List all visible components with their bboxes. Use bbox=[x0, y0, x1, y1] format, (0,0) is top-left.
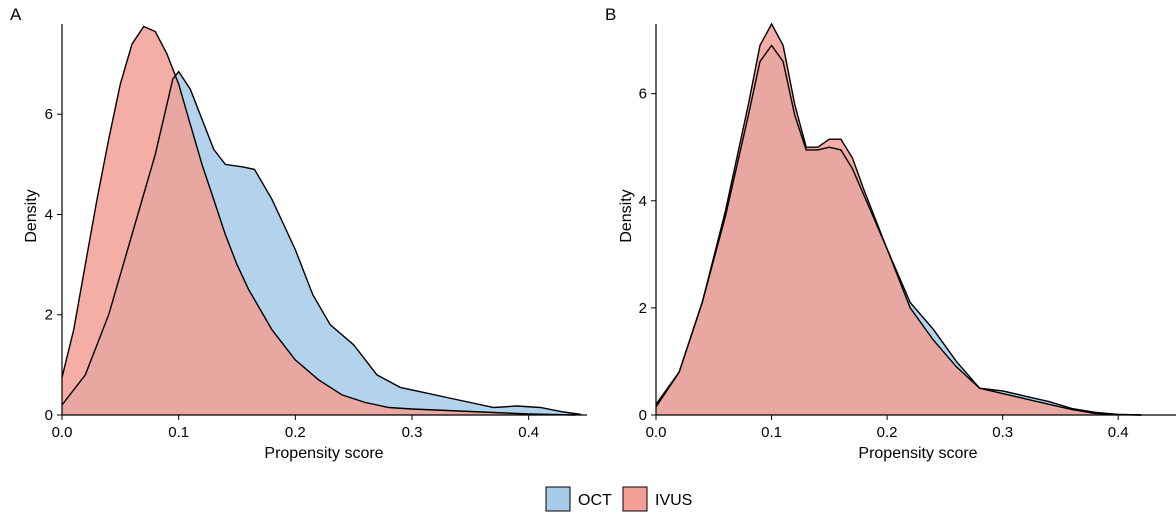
x-tick-label: 0.2 bbox=[877, 424, 898, 441]
legend: OCT IVUS bbox=[546, 487, 692, 511]
y-tick-label: 4 bbox=[639, 193, 647, 210]
x-tick-label: 0.0 bbox=[52, 424, 73, 441]
y-ticks-a: 0 2 4 6 bbox=[45, 106, 62, 424]
y-axis-title-b: Density bbox=[618, 189, 635, 242]
y-tick-label: 6 bbox=[639, 86, 647, 103]
x-axis-title-b: Propensity score bbox=[858, 445, 977, 462]
x-tick-label: 0.1 bbox=[168, 424, 189, 441]
y-tick-label: 2 bbox=[45, 307, 53, 324]
legend-label-oct: OCT bbox=[578, 492, 612, 509]
y-tick-label: 6 bbox=[45, 106, 53, 123]
y-tick-label: 0 bbox=[45, 407, 53, 424]
plot-area-a bbox=[62, 24, 587, 415]
legend-swatch-ivus bbox=[623, 487, 647, 511]
x-tick-label: 0.4 bbox=[518, 424, 539, 441]
x-tick-label: 0.4 bbox=[1108, 424, 1129, 441]
density-area-ivus-b bbox=[656, 24, 1141, 415]
panel-tag-a: A bbox=[10, 5, 22, 24]
panel-tag-b: B bbox=[605, 5, 616, 24]
y-tick-label: 0 bbox=[639, 407, 647, 424]
y-tick-label: 2 bbox=[639, 300, 647, 317]
x-tick-label: 0.2 bbox=[285, 424, 306, 441]
legend-label-ivus: IVUS bbox=[655, 492, 692, 509]
x-tick-label: 0.1 bbox=[761, 424, 782, 441]
x-ticks-a: 0.0 0.1 0.2 0.3 0.4 bbox=[52, 415, 540, 441]
y-axis-title-a: Density bbox=[23, 189, 40, 242]
legend-swatch-oct bbox=[546, 487, 570, 511]
y-tick-label: 4 bbox=[45, 206, 53, 223]
x-axis-title-a: Propensity score bbox=[264, 445, 383, 462]
plot-area-b bbox=[656, 24, 1176, 415]
x-ticks-b: 0.0 0.1 0.2 0.3 0.4 bbox=[646, 415, 1129, 441]
x-tick-label: 0.0 bbox=[646, 424, 667, 441]
y-ticks-b: 0 2 4 6 bbox=[639, 86, 656, 424]
x-tick-label: 0.3 bbox=[992, 424, 1013, 441]
x-tick-label: 0.3 bbox=[402, 424, 423, 441]
